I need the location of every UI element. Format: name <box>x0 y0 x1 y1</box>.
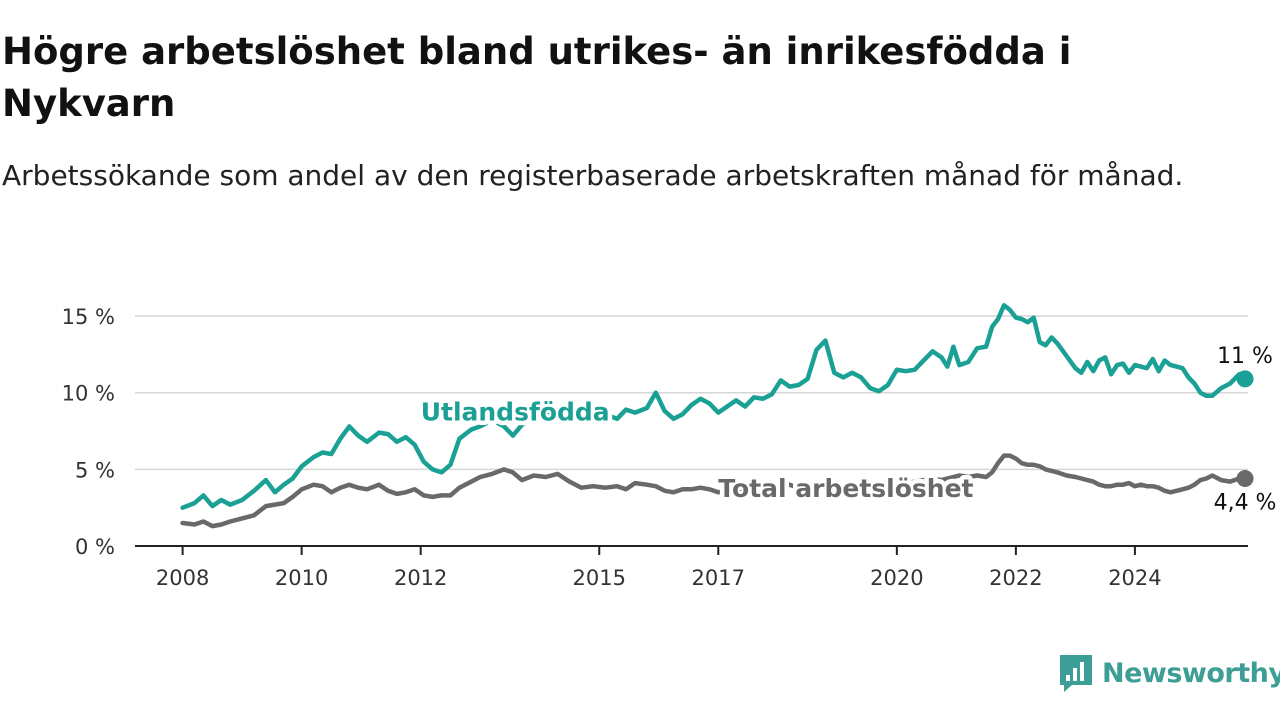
x-tick-label: 2020 <box>870 566 923 590</box>
series-line-utlandsfodda <box>180 303 1248 510</box>
chart-title: Högre arbetslöshet bland utrikes- än inr… <box>2 30 1072 125</box>
x-tick-label: 2015 <box>573 566 626 590</box>
brand-name: Newsworthy <box>1102 657 1280 689</box>
y-axis: 0 % 5 % 10 % 15 % <box>62 305 115 559</box>
x-tick-label: 2012 <box>394 566 447 590</box>
chart-subtitle: Arbetssökande som andel av den registerb… <box>2 159 1184 192</box>
end-point-utlandsfodda <box>1236 370 1254 388</box>
x-tick-label: 2017 <box>692 566 745 590</box>
brand-logo: Newsworthy <box>1058 653 1280 693</box>
x-tick-label: 2010 <box>275 566 328 590</box>
y-tick-label: 0 % <box>75 535 115 559</box>
end-value-label-utlandsfodda: 11 % <box>1217 344 1273 369</box>
end-value-label-total: 4,4 % <box>1214 491 1277 516</box>
x-tick-label: 2022 <box>989 566 1042 590</box>
x-tick-label: 2008 <box>156 566 209 590</box>
series-line-total <box>180 453 1248 529</box>
newsworthy-logo-icon <box>1060 655 1092 692</box>
y-tick-label: 5 % <box>75 458 115 482</box>
series-lines <box>180 303 1248 529</box>
series-name-label-utlandsfodda: Utlandsfödda <box>421 397 610 426</box>
x-tick-label: 2024 <box>1108 566 1161 590</box>
y-tick-label: 15 % <box>62 305 115 329</box>
series-labels: Utlandsfödda Total arbetslöshet 11 % 4,4 % <box>416 344 1277 516</box>
gridlines <box>135 315 1248 471</box>
x-axis: 2008 2010 2012 2015 2017 2020 2022 2024 <box>135 545 1248 590</box>
y-tick-label: 10 % <box>62 382 115 406</box>
series-name-label-total: Total arbetslöshet <box>718 474 973 503</box>
end-point-total <box>1236 470 1254 488</box>
